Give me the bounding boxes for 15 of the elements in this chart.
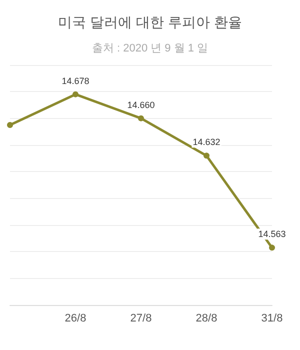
chart-title: 미국 달러에 대한 루피아 환율	[58, 14, 242, 30]
chart-subtitle: 출처 : 2020 년 9 월 1 일	[92, 42, 208, 54]
point	[72, 91, 78, 98]
point	[204, 152, 210, 159]
data-label: 14.660	[127, 100, 155, 110]
data-label: 14.632	[192, 137, 220, 148]
point	[7, 122, 13, 128]
data-label: 14.563	[258, 229, 286, 240]
x-tick-label: 28/8	[196, 312, 218, 324]
point	[269, 244, 275, 251]
point	[138, 115, 144, 122]
x-tick-label: 27/8	[130, 312, 152, 324]
x-tick-label: 31/8	[261, 312, 283, 324]
data-label: 14.678	[62, 76, 90, 86]
x-tick-label: 26/8	[64, 312, 86, 324]
